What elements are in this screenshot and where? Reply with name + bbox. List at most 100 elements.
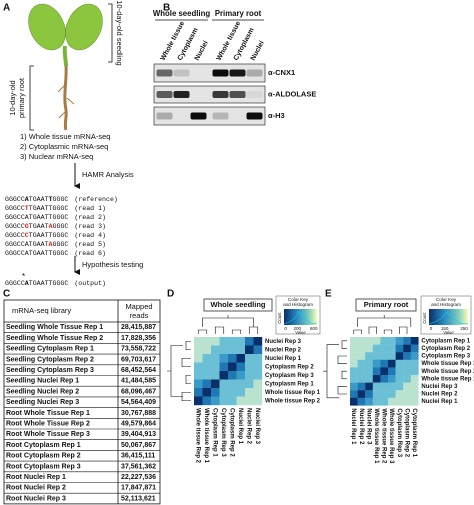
table-cell: Seedling Cytoplasm Rep 3 (6, 367, 94, 374)
sequence-part: GGGCCATGAATTGGGC (5, 214, 68, 221)
heatmap-cell (202, 379, 212, 389)
column-label: Nuclei Rep 1 (237, 408, 243, 445)
heatmap-cell (245, 379, 254, 389)
heatmap-cell (380, 375, 389, 383)
heatmap-cell (194, 337, 203, 346)
table-cell: 41,484,585 (121, 378, 156, 385)
heatmap-cell (365, 352, 373, 360)
sequence-part: GGGCC (5, 280, 25, 287)
dendrogram (323, 340, 347, 399)
heatmap-cell (403, 375, 411, 383)
heatmap-cell (245, 354, 254, 363)
table-frame (3, 299, 161, 505)
heatmap-cell (357, 382, 366, 391)
heatmap-cell (395, 344, 404, 353)
heatmap-cell (388, 390, 396, 398)
table-cell: Root Nuclei Rep 2 (6, 485, 66, 492)
column-label: Cytoplasm Rep 1 (411, 408, 417, 457)
heatmap-cell (357, 390, 366, 398)
heatmap-cell (202, 371, 212, 380)
heatmap-cell (403, 344, 411, 353)
blot-band (173, 91, 190, 98)
heatmap-cell (219, 337, 229, 346)
heatmap-cell (365, 397, 373, 406)
blot-band (156, 91, 173, 98)
table-cell: 54,564,409 (121, 399, 156, 406)
column-label: Nuclei Rep 2 (246, 408, 252, 445)
alignment-row: GGGCCATGAATTGGGC (read 2) (5, 214, 106, 221)
panel-letter: B (163, 3, 170, 14)
table-cell: Root Whole Tissue Rep 2 (6, 420, 90, 427)
table-cell: 28,415,887 (121, 324, 156, 331)
column-label: Whole tissue Rep 2 (195, 408, 201, 464)
table-cell: Seedling Nuclei Rep 3 (6, 399, 79, 406)
sequence-part: G (25, 223, 29, 230)
heatmap-cell (410, 344, 419, 353)
dendrogram (167, 340, 191, 402)
sequence-part: A (25, 280, 29, 287)
heatmap-cell (380, 359, 389, 368)
heatmap-cell (236, 354, 246, 363)
dendrogram (353, 315, 412, 334)
sequence-part: GGGCCATGAATTGGGC (5, 250, 68, 257)
blot-band (173, 69, 190, 77)
table-cell: Root Cytoplasm Rep 2 (6, 453, 81, 460)
column-label: Nuclei Rep 3 (254, 408, 260, 445)
table-cell: 73,558,722 (121, 346, 156, 353)
title-box (203, 298, 273, 312)
key-title: Color Key (288, 297, 309, 302)
key-title: and Histogram (431, 302, 461, 307)
table-cell: Seedling Cytoplasm Rep 1 (6, 346, 94, 353)
heatmap-cell (236, 345, 246, 355)
heatmap-cell (388, 375, 396, 383)
panel-title: Primary root (364, 300, 409, 309)
read-label: (read 4) (74, 232, 106, 239)
table-cell: 30,767,888 (121, 410, 156, 417)
sequence-part: GGGCC (5, 196, 25, 203)
row-label: Whole tissue Rep 2 (265, 398, 321, 404)
key-axis-label: Count (422, 312, 427, 324)
heatmap-cell (410, 352, 419, 360)
row-label: Nuclei Rep 3 (265, 339, 302, 345)
blot-strip (153, 63, 266, 83)
heatmap-cell (236, 337, 246, 346)
heatmap-cell (228, 396, 237, 406)
heatmap-cell (350, 375, 358, 383)
heatmap-cell (388, 352, 396, 360)
blot-band (212, 112, 229, 120)
heatmap-cell (403, 397, 411, 406)
heatmap-cell (202, 396, 212, 406)
table-cell: 68,096,467 (121, 388, 156, 395)
blot-strip (153, 106, 266, 126)
heatmap-cell (380, 390, 389, 398)
key-title: and Histogram (283, 302, 313, 307)
heatmap-cell (211, 396, 220, 406)
table-cell: Root Whole Tissue Rep 1 (6, 410, 90, 417)
heatmap-cell (202, 388, 212, 397)
blot-band (156, 69, 173, 77)
heatmap-cell (395, 397, 404, 406)
key-axis-label: Value (295, 330, 306, 335)
sequence-part: A (49, 241, 53, 248)
heatmap-cell (228, 345, 237, 355)
heatmap-cell (211, 354, 220, 363)
panel-letter: C (3, 289, 10, 300)
heatmap-cell (365, 367, 373, 376)
heatmap-cell (211, 345, 220, 355)
heatmap-cell (245, 337, 254, 346)
table-cell: Root Cytoplasm Rep 3 (6, 463, 81, 470)
heatmap-cell (253, 379, 263, 389)
heatmap-cell (380, 352, 389, 360)
heatmap-cell (202, 362, 212, 372)
heatmap-cell (350, 390, 358, 398)
heatmap-cell (219, 379, 229, 389)
lane-label: Nuclei (194, 40, 210, 62)
table-cell: Seedling Nuclei Rep 1 (6, 378, 79, 385)
step-label: HAMR Analysis (82, 170, 134, 179)
heatmap-cell (357, 397, 366, 406)
column-label: Cytoplasm Rep 3 (220, 408, 226, 457)
heatmap-cell (236, 388, 246, 397)
heatmap-cell (403, 352, 411, 360)
key-gradient (284, 309, 317, 325)
